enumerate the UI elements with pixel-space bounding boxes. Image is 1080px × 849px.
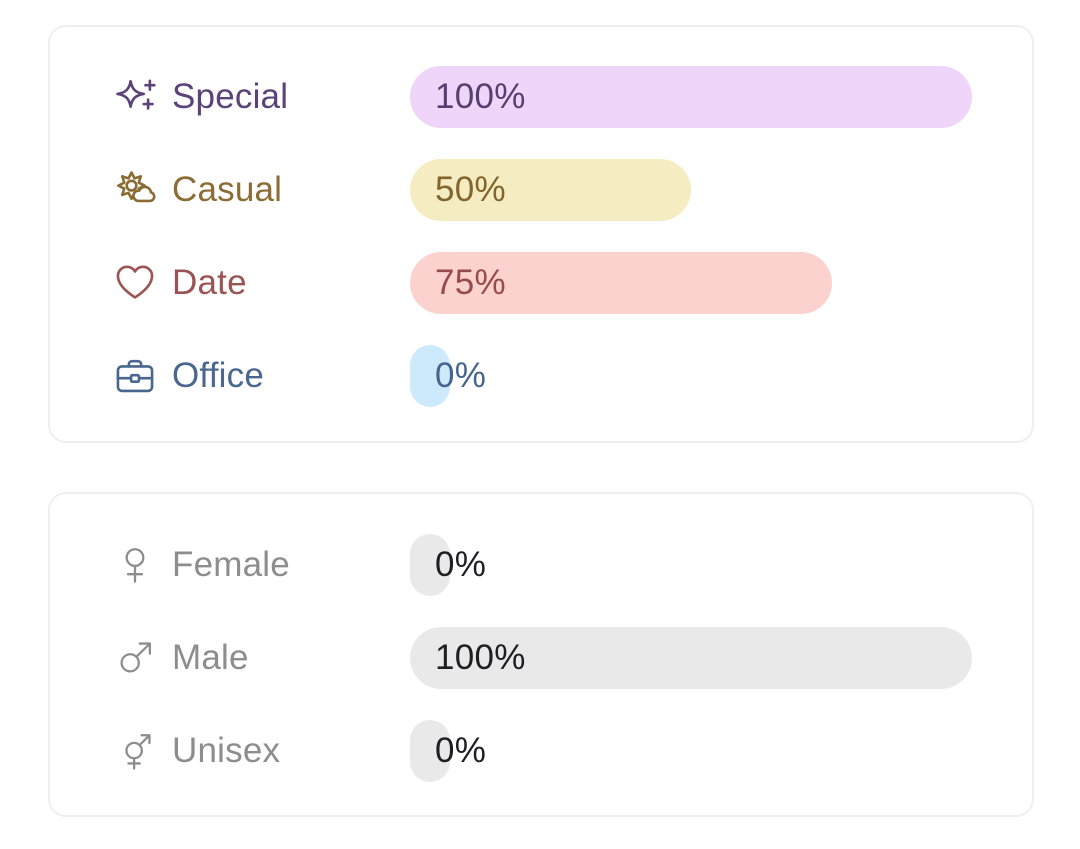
heart-icon	[113, 261, 157, 305]
sun-cloud-icon	[113, 168, 157, 212]
percent-bar-track: 50%	[410, 159, 972, 221]
percent-bar-fill	[410, 345, 450, 407]
stat-row-unisex: Unisex 0%	[113, 720, 1032, 782]
percent-bar-track: 0%	[410, 720, 972, 782]
percent-bar-fill	[410, 252, 832, 314]
label-group: Unisex	[113, 729, 410, 773]
occasion-stats-card: Special 100% Casual 50%	[48, 25, 1034, 443]
percent-bar-fill	[410, 720, 450, 782]
percent-bar-track: 100%	[410, 627, 972, 689]
stat-row-female: Female 0%	[113, 534, 1032, 596]
percent-value: 100%	[435, 638, 526, 677]
percent-bar-track: 100%	[410, 66, 972, 128]
stat-row-special: Special 100%	[113, 66, 1032, 128]
percent-value: 0%	[435, 356, 487, 395]
label-group: Casual	[113, 168, 410, 212]
stat-row-date: Date 75%	[113, 252, 1032, 314]
percent-value: 100%	[435, 77, 526, 116]
label-group: Male	[113, 636, 410, 680]
percent-bar-fill	[410, 159, 691, 221]
category-label: Male	[172, 638, 249, 677]
stat-row-casual: Casual 50%	[113, 159, 1032, 221]
label-group: Office	[113, 354, 410, 398]
percent-value: 50%	[435, 170, 506, 209]
gender-stats-card: Female 0% Male 100%	[48, 492, 1034, 817]
category-label: Special	[172, 77, 289, 116]
unisex-icon	[113, 729, 157, 773]
stat-row-office: Office 0%	[113, 345, 1032, 407]
percent-bar-fill	[410, 534, 450, 596]
category-label: Female	[172, 545, 290, 584]
male-icon	[113, 636, 157, 680]
percent-bar-track: 0%	[410, 534, 972, 596]
percent-value: 0%	[435, 545, 487, 584]
label-group: Date	[113, 261, 410, 305]
label-group: Female	[113, 543, 410, 587]
sparkles-icon	[113, 75, 157, 119]
percent-bar-track: 75%	[410, 252, 972, 314]
stat-row-male: Male 100%	[113, 627, 1032, 689]
briefcase-icon	[113, 354, 157, 398]
category-label: Office	[172, 356, 264, 395]
female-icon	[113, 543, 157, 587]
percent-bar-fill	[410, 627, 972, 689]
percent-value: 75%	[435, 263, 506, 302]
category-label: Casual	[172, 170, 283, 209]
category-label: Date	[172, 263, 247, 302]
percent-bar-track: 0%	[410, 345, 972, 407]
percent-bar-fill	[410, 66, 972, 128]
category-label: Unisex	[172, 731, 281, 770]
percent-value: 0%	[435, 731, 487, 770]
label-group: Special	[113, 75, 410, 119]
